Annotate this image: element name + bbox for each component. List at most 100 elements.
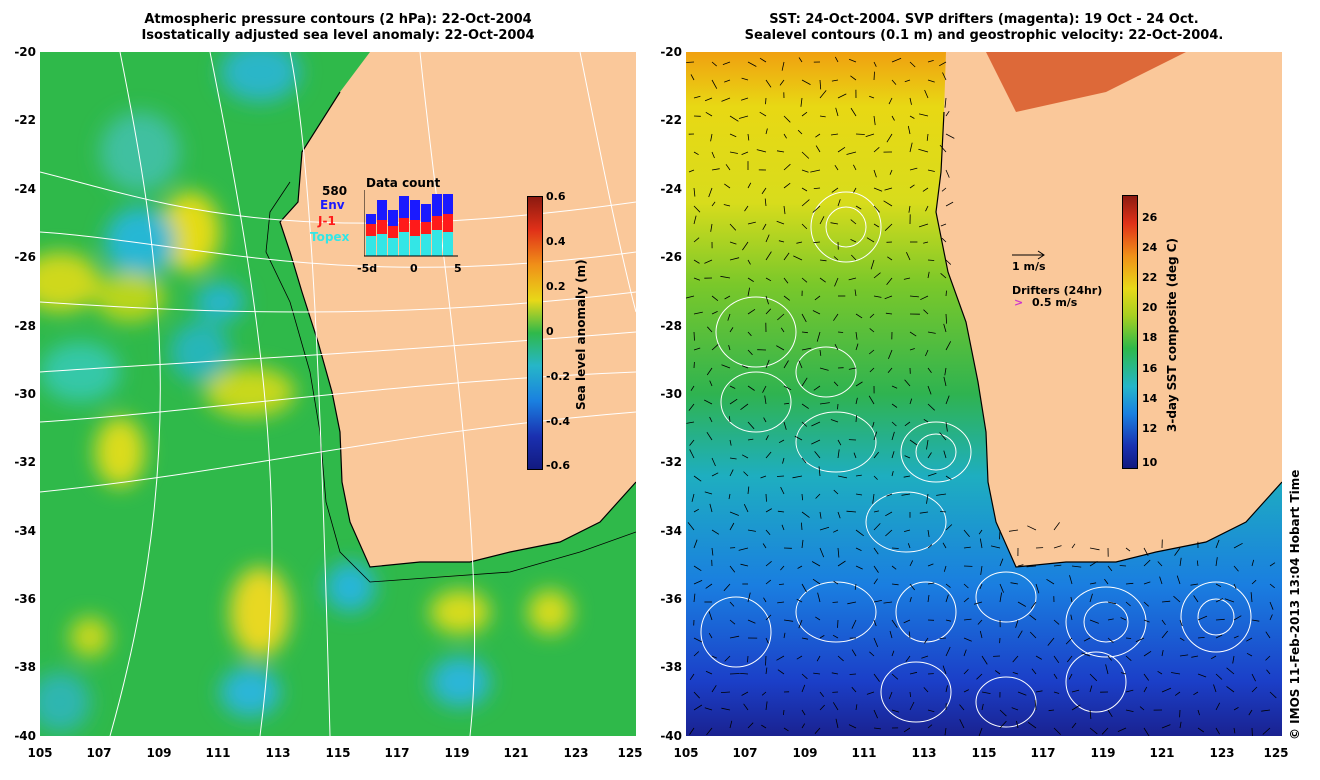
- velocity-arrow: [1210, 655, 1217, 660]
- velocity-arrow: [888, 691, 893, 700]
- velocity-arrow: [909, 560, 914, 567]
- velocity-arrow: [1053, 673, 1058, 680]
- velocity-arrow: [801, 277, 808, 283]
- colorbar-tick: -0.2: [546, 370, 571, 383]
- velocity-arrow: [801, 457, 807, 464]
- velocity-arrow: [1251, 579, 1257, 585]
- colorbar-tick: 16: [1142, 362, 1158, 375]
- velocity-arrow: [848, 277, 857, 281]
- velocity-arrow: [693, 580, 703, 585]
- velocity-arrow: [927, 582, 935, 585]
- velocity-arrow: [830, 419, 839, 423]
- velocity-arrow: [945, 313, 947, 324]
- velocity-arrow: [801, 347, 812, 351]
- velocity-arrow: [729, 115, 739, 122]
- right-colorbar-label: 3-day SST composite (deg C): [1165, 237, 1179, 432]
- velocity-arrow: [941, 237, 947, 243]
- velocity-arrow: [918, 223, 929, 228]
- velocity-arrow: [1089, 560, 1098, 567]
- velocity-arrow: [1053, 564, 1062, 567]
- velocity-arrow: [747, 259, 751, 265]
- velocity-arrow: [810, 169, 821, 173]
- velocity-arrow: [747, 182, 752, 189]
- colorbar-tick: -0.4: [546, 415, 571, 428]
- colorbar-tick: 0: [546, 325, 554, 338]
- velocity-arrow: [762, 385, 767, 393]
- velocity-arrow: [707, 326, 713, 333]
- velocity-arrow: [855, 493, 863, 496]
- velocity-arrow: [963, 529, 970, 537]
- velocity-arrow: [940, 272, 947, 279]
- velocity-arrow: [1261, 709, 1271, 712]
- velocity-arrow: [801, 511, 810, 518]
- velocity-arrow: [783, 115, 791, 123]
- velocity-arrow: [1017, 630, 1023, 639]
- velocity-arrow: [1027, 525, 1037, 531]
- histogram-bar: [443, 194, 453, 214]
- velocity-arrow: [747, 592, 751, 603]
- velocity-arrow: [793, 255, 803, 261]
- velocity-arrow: [761, 724, 767, 729]
- velocity-arrow: [693, 637, 703, 643]
- velocity-arrow: [778, 583, 785, 585]
- right-title: SST: 24-Oct-2004. SVP drifters (magenta)…: [686, 12, 1282, 44]
- velocity-arrow: [801, 151, 810, 159]
- histogram-bar: [377, 200, 387, 220]
- colorbar-tick: 12: [1142, 422, 1158, 435]
- velocity-arrow: [833, 381, 839, 387]
- velocity-arrow: [1117, 727, 1127, 732]
- velocity-arrow: [1053, 655, 1060, 664]
- lon-tick: 117: [384, 746, 410, 760]
- velocity-arrow: [837, 449, 840, 459]
- velocity-arrow: [909, 142, 913, 153]
- velocity-arrow: [963, 689, 969, 693]
- velocity-arrow: [747, 221, 756, 225]
- colorbar-tick: 0.2: [546, 280, 566, 293]
- velocity-arrow: [1233, 727, 1236, 734]
- velocity-arrow: [926, 133, 929, 141]
- lon-tick: 115: [325, 746, 351, 760]
- velocity-arrow: [906, 252, 911, 261]
- velocity-arrow: [801, 522, 803, 531]
- velocity-arrow: [693, 651, 700, 657]
- velocity-arrow: [711, 168, 720, 171]
- velocity-arrow: [904, 421, 911, 427]
- lat-tick: -32: [14, 455, 36, 469]
- velocity-arrow: [939, 637, 947, 639]
- velocity-arrow: [1226, 686, 1235, 693]
- velocity-arrow: [801, 79, 811, 85]
- velocity-arrow: [909, 701, 915, 711]
- velocity-arrow: [909, 331, 917, 337]
- inset-xtick: 0: [410, 262, 418, 275]
- velocity-arrow: [1269, 562, 1276, 567]
- velocity-arrow: [1017, 601, 1026, 607]
- velocity-arrow: [729, 565, 736, 573]
- right-colorbar: [1122, 195, 1138, 469]
- velocity-arrow: [1224, 598, 1235, 603]
- velocity-arrow: [741, 365, 749, 369]
- velocity-arrow: [689, 449, 695, 459]
- lat-tick: -22: [660, 113, 682, 127]
- velocity-arrow: [1213, 684, 1217, 693]
- velocity-arrow: [851, 649, 857, 657]
- velocity-arrow: [945, 685, 948, 693]
- velocity-arrow: [1161, 619, 1166, 626]
- velocity-arrow: [926, 439, 929, 450]
- velocity-arrow: [1143, 547, 1149, 556]
- velocity-arrow: [855, 547, 862, 551]
- velocity-arrow: [1065, 637, 1073, 645]
- velocity-arrow: [765, 614, 772, 621]
- velocity-arrow: [801, 709, 806, 716]
- velocity-arrow: [1035, 690, 1043, 693]
- velocity-arrow: [706, 367, 713, 376]
- velocity-arrow: [711, 295, 719, 302]
- velocity-arrow: [801, 187, 808, 192]
- velocity-arrow: [813, 672, 821, 675]
- velocity-arrow: [711, 79, 718, 89]
- velocity-arrow: [909, 115, 915, 119]
- right-map: [686, 52, 1282, 736]
- velocity-arrow: [747, 486, 750, 495]
- velocity-arrow: [837, 331, 844, 333]
- velocity-arrow: [945, 475, 952, 481]
- velocity-arrow: [747, 438, 754, 441]
